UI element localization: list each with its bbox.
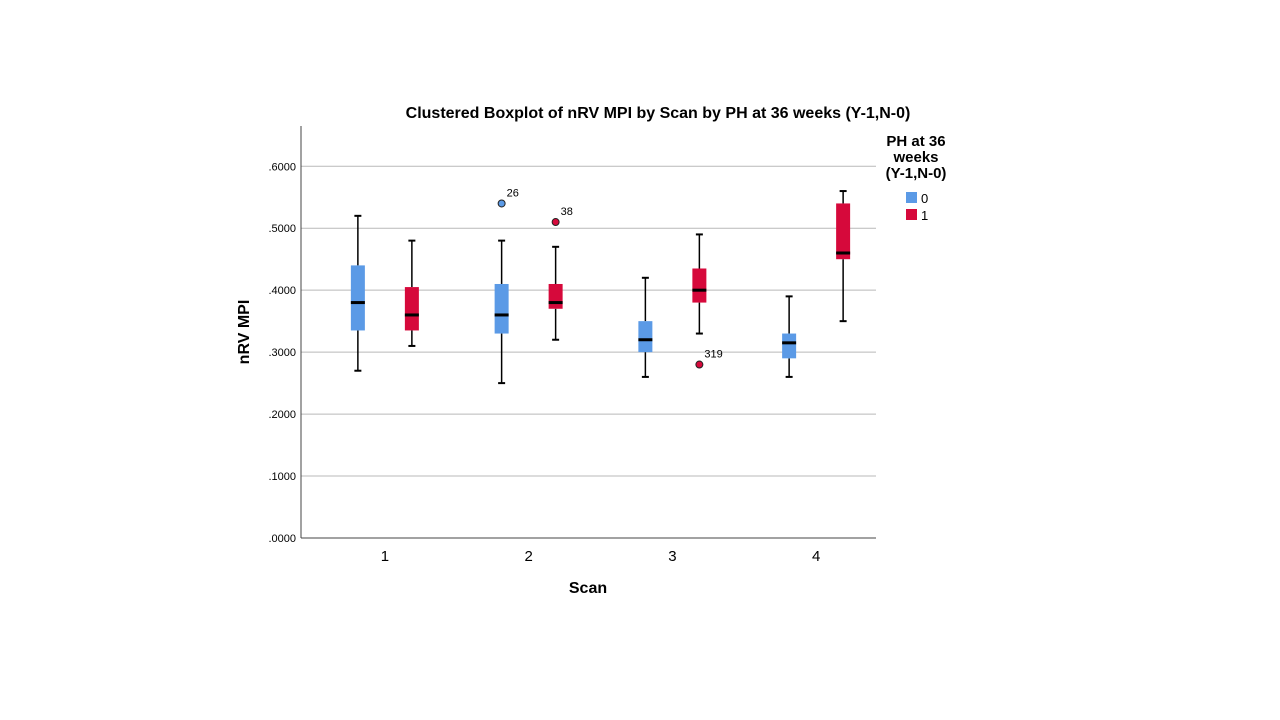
y-tick-label: .3000 bbox=[268, 347, 296, 359]
box-group bbox=[350, 214, 365, 372]
legend-swatch bbox=[906, 209, 917, 220]
chart-title: Clustered Boxplot of nRV MPI by Scan by … bbox=[406, 105, 911, 122]
outlier-label: 38 bbox=[561, 206, 573, 218]
legend-title-line: weeks bbox=[892, 149, 938, 166]
y-tick-labels: .0000 .1000 .2000 .3000 .4000 .5000 .6000 bbox=[268, 161, 296, 545]
y-tick-label: .0000 bbox=[268, 533, 296, 545]
outlier-point bbox=[695, 360, 704, 369]
x-tick-label: 4 bbox=[812, 548, 820, 565]
outlier-point bbox=[497, 199, 506, 208]
legend-swatch bbox=[906, 192, 917, 203]
x-tick-label: 2 bbox=[524, 548, 532, 565]
box bbox=[404, 287, 419, 331]
box bbox=[692, 268, 707, 303]
legend-label: 0 bbox=[921, 191, 928, 206]
y-tick-label: .5000 bbox=[268, 223, 296, 235]
box-group: 38 bbox=[548, 206, 573, 341]
box-group: 26 bbox=[494, 187, 519, 385]
box-group bbox=[782, 295, 797, 378]
box-group bbox=[836, 190, 851, 323]
box bbox=[548, 283, 563, 309]
y-tick-label: .6000 bbox=[268, 161, 296, 173]
box-group bbox=[404, 239, 419, 347]
legend-label: 1 bbox=[921, 208, 928, 223]
legend-title-line: PH at 36 bbox=[886, 133, 945, 150]
box bbox=[782, 333, 797, 359]
x-tick-labels: 1 2 3 4 bbox=[381, 548, 821, 565]
box-group: 319 bbox=[692, 233, 723, 369]
box bbox=[494, 283, 509, 334]
x-axis-title: Scan bbox=[569, 580, 607, 597]
grid-lines bbox=[301, 165, 876, 477]
y-tick-label: .2000 bbox=[268, 409, 296, 421]
x-tick-label: 3 bbox=[668, 548, 676, 565]
box-groups: 26 38 319 bbox=[350, 187, 851, 385]
outlier-point bbox=[551, 218, 560, 227]
outlier-label: 319 bbox=[704, 349, 722, 361]
x-tick-label: 1 bbox=[381, 548, 389, 565]
box-group bbox=[638, 276, 653, 378]
box bbox=[836, 203, 851, 260]
axes bbox=[300, 126, 876, 539]
y-tick-label: .1000 bbox=[268, 471, 296, 483]
box bbox=[638, 321, 653, 353]
legend-title-line: (Y-1,N-0) bbox=[886, 165, 947, 182]
box bbox=[350, 265, 365, 331]
y-axis-title: nRV MPI bbox=[236, 300, 253, 365]
y-tick-label: .4000 bbox=[268, 285, 296, 297]
outlier-label: 26 bbox=[507, 187, 519, 199]
